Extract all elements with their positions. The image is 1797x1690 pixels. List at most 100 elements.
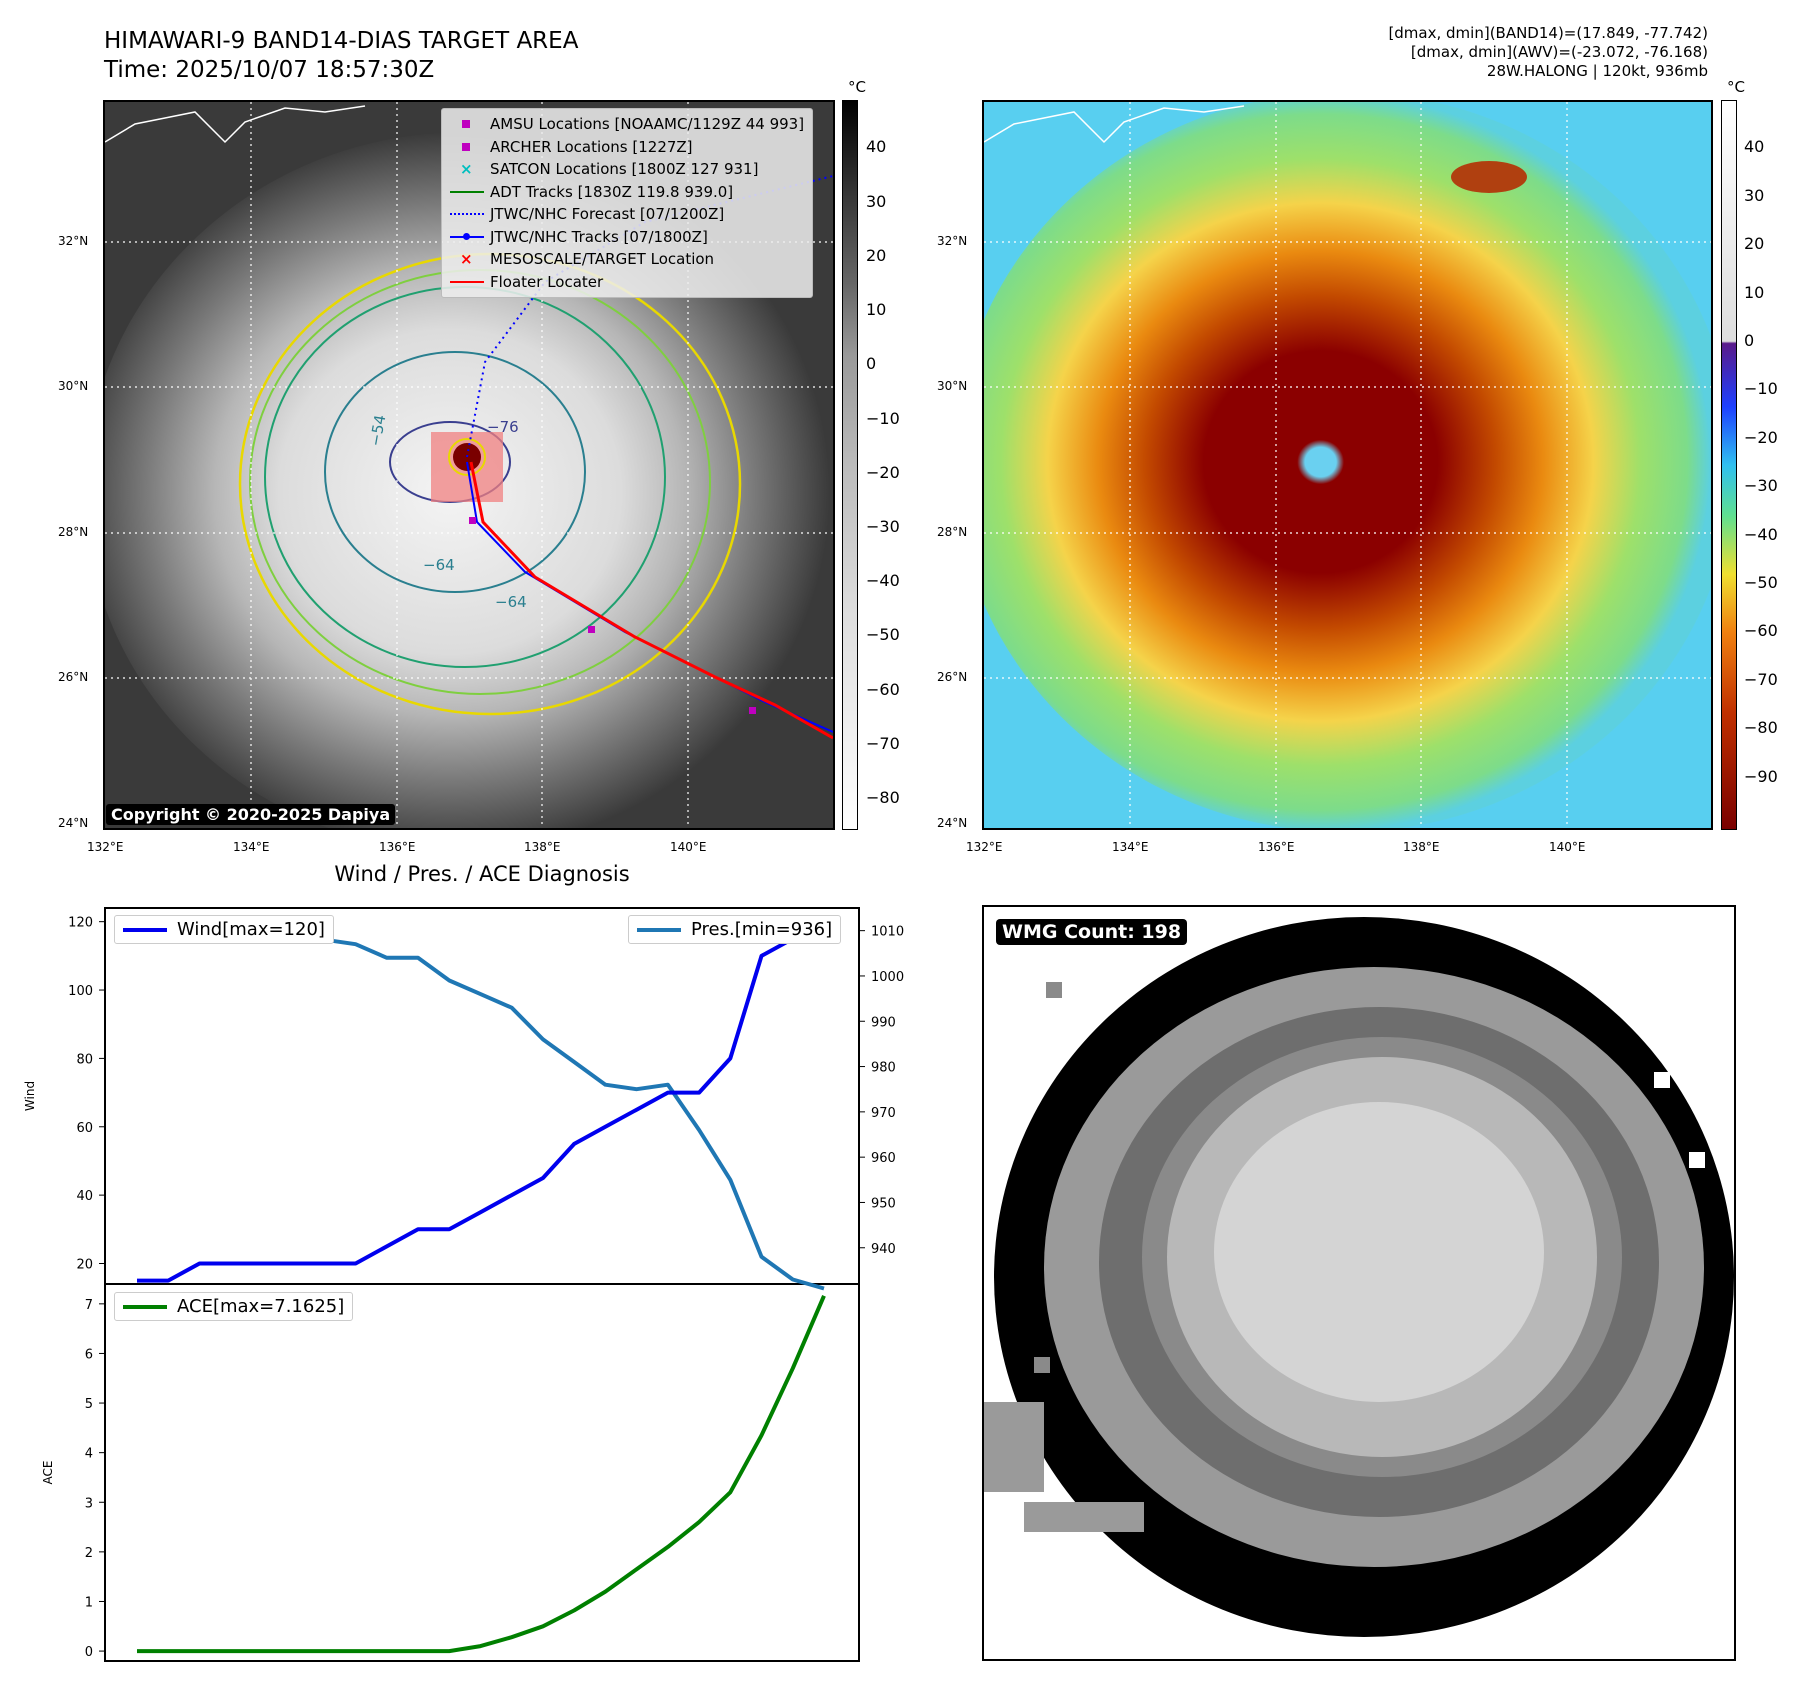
info-block: [dmax, dmin](BAND14)=(17.849, -77.742) [… bbox=[1388, 24, 1708, 81]
page-title: HIMAWARI-9 BAND14-DIAS TARGET AREA bbox=[104, 28, 579, 54]
y-tick-label: 100 bbox=[68, 984, 93, 999]
colorbar-tick: −20 bbox=[1744, 427, 1778, 447]
diagnosis-chart: 2040608010012094095096097098099010001010… bbox=[23, 907, 904, 1662]
lat-label: 32°N bbox=[937, 234, 968, 248]
legend-item: × SATCON Locations [1800Z 127 931] bbox=[450, 158, 804, 181]
legend-item: Floater Locater bbox=[450, 271, 804, 294]
awv-map-image bbox=[984, 102, 1711, 828]
legend-label: AMSU Locations [NOAAMC/1129Z 44 993] bbox=[490, 115, 805, 133]
storm-info: 28W.HALONG | 120kt, 936mb bbox=[1486, 62, 1708, 80]
colorbar-tick: −10 bbox=[1744, 379, 1778, 399]
colorbar-tick: −70 bbox=[866, 733, 900, 753]
contour-label: −64 bbox=[495, 593, 527, 611]
legend-line bbox=[637, 927, 681, 932]
legend-item: AMSU Locations [NOAAMC/1129Z 44 993] bbox=[450, 113, 804, 136]
y2-tick-label: 1000 bbox=[871, 970, 904, 985]
legend: AMSU Locations [NOAAMC/1129Z 44 993] ARCH… bbox=[441, 108, 814, 298]
contour-teal bbox=[324, 351, 586, 593]
awv-map-panel bbox=[982, 100, 1713, 830]
colorbar-tick: 0 bbox=[866, 354, 877, 374]
wmg-image bbox=[984, 917, 1734, 1637]
colorbar-tick: 30 bbox=[866, 191, 887, 211]
colorbar-tick: 40 bbox=[866, 137, 887, 157]
y-tick-label: 80 bbox=[76, 1052, 93, 1067]
pressure-line bbox=[137, 924, 825, 1291]
contour-label: −54 bbox=[366, 413, 389, 447]
y-axis-label: Wind bbox=[23, 1081, 37, 1111]
lon-label: 136°E bbox=[379, 840, 416, 854]
lat-label: 32°N bbox=[58, 234, 89, 248]
colorbar-tick: −40 bbox=[866, 571, 900, 591]
colorbar-unit: °C bbox=[848, 78, 866, 96]
colorbar-awv bbox=[1721, 100, 1737, 830]
lon-label: 138°E bbox=[1403, 840, 1440, 854]
colorbar-tick: −90 bbox=[1744, 766, 1778, 786]
colorbar-tick: 30 bbox=[1744, 185, 1765, 205]
lon-label: 140°E bbox=[1549, 840, 1586, 854]
legend-line bbox=[123, 1304, 167, 1309]
legend-item: JTWC/NHC Forecast [07/1200Z] bbox=[450, 203, 804, 226]
legend-symbol bbox=[450, 275, 484, 289]
y2-tick-label: 970 bbox=[871, 1106, 896, 1121]
y2-tick-label: 990 bbox=[871, 1015, 896, 1030]
colorbar-tick: −20 bbox=[866, 462, 900, 482]
colorbar-tick: 10 bbox=[1744, 282, 1765, 302]
lat-label: 24°N bbox=[937, 816, 968, 830]
colorbar-tick: −60 bbox=[1744, 621, 1778, 641]
y-tick-label: 60 bbox=[76, 1121, 93, 1136]
colorbar-tick: 20 bbox=[866, 245, 887, 265]
colorbar-tick: −80 bbox=[1744, 718, 1778, 738]
lat-label: 30°N bbox=[937, 379, 968, 393]
y-tick-label: 40 bbox=[76, 1189, 93, 1204]
colorbar-tick: 10 bbox=[866, 300, 887, 320]
legend-label: ACE[max=7.1625] bbox=[177, 1296, 345, 1317]
legend-item: × MESOSCALE/TARGET Location bbox=[450, 248, 804, 271]
lat-label: 28°N bbox=[937, 525, 968, 539]
colorbar-tick: −10 bbox=[866, 408, 900, 428]
legend-label: Wind[max=120] bbox=[177, 919, 325, 940]
colorbar-tick: 20 bbox=[1744, 234, 1765, 254]
colorbar-tick: −30 bbox=[1744, 476, 1778, 496]
legend-item: ARCHER Locations [1227Z] bbox=[450, 136, 804, 159]
lat-label: 26°N bbox=[58, 670, 89, 684]
y-tick-label: 20 bbox=[76, 1257, 93, 1272]
legend-label: MESOSCALE/TARGET Location bbox=[490, 250, 715, 268]
legend-label: ARCHER Locations [1227Z] bbox=[490, 137, 693, 156]
lat-label: 30°N bbox=[58, 379, 89, 393]
lon-label: 134°E bbox=[1112, 840, 1149, 854]
colorbar-tick: −30 bbox=[866, 516, 900, 536]
legend-line bbox=[123, 927, 167, 932]
legend-symbol bbox=[450, 185, 484, 199]
band14-range: [dmax, dmin](BAND14)=(17.849, -77.742) bbox=[1388, 24, 1708, 42]
legend-label: JTWC/NHC Tracks [07/1800Z] bbox=[490, 227, 708, 246]
y-tick-label: 2 bbox=[85, 1546, 93, 1561]
colorbar-unit: °C bbox=[1727, 78, 1745, 96]
y-tick-label: 120 bbox=[68, 916, 93, 931]
lon-label: 138°E bbox=[524, 840, 561, 854]
legend-label: ADT Tracks [1830Z 119.8 939.0] bbox=[490, 182, 734, 201]
legend-item: ADT Tracks [1830Z 119.8 939.0] bbox=[450, 181, 804, 204]
lon-label: 132°E bbox=[966, 840, 1003, 854]
colorbar-tick: 40 bbox=[1744, 137, 1765, 157]
wind-line bbox=[137, 919, 825, 1283]
lon-label: 132°E bbox=[87, 840, 124, 854]
legend-label: Floater Locater bbox=[490, 272, 604, 291]
legend-item: JTWC/NHC Tracks [07/1800Z] bbox=[450, 226, 804, 249]
legend-ace: ACE[max=7.1625] bbox=[114, 1292, 354, 1321]
y2-tick-label: 960 bbox=[871, 1151, 896, 1166]
colorbar-tick: −80 bbox=[866, 788, 900, 808]
colorbar-tick: 0 bbox=[1744, 330, 1755, 350]
y-tick-label: 0 bbox=[85, 1645, 93, 1660]
y2-tick-label: 980 bbox=[871, 1061, 896, 1076]
y-tick-label: 1 bbox=[85, 1595, 93, 1610]
legend-symbol bbox=[450, 207, 484, 221]
legend-symbol bbox=[450, 140, 484, 154]
wmg-count-badge: WMG Count: 198 bbox=[996, 919, 1188, 945]
lon-label: 140°E bbox=[670, 840, 707, 854]
contour-label: −64 bbox=[423, 556, 455, 574]
y-tick-label: 7 bbox=[85, 1298, 93, 1313]
colorbar-tick: −60 bbox=[866, 679, 900, 699]
floater-track bbox=[469, 461, 833, 740]
awv-range: [dmax, dmin](AWV)=(-23.072, -76.168) bbox=[1410, 43, 1708, 61]
y2-tick-label: 940 bbox=[871, 1242, 896, 1257]
